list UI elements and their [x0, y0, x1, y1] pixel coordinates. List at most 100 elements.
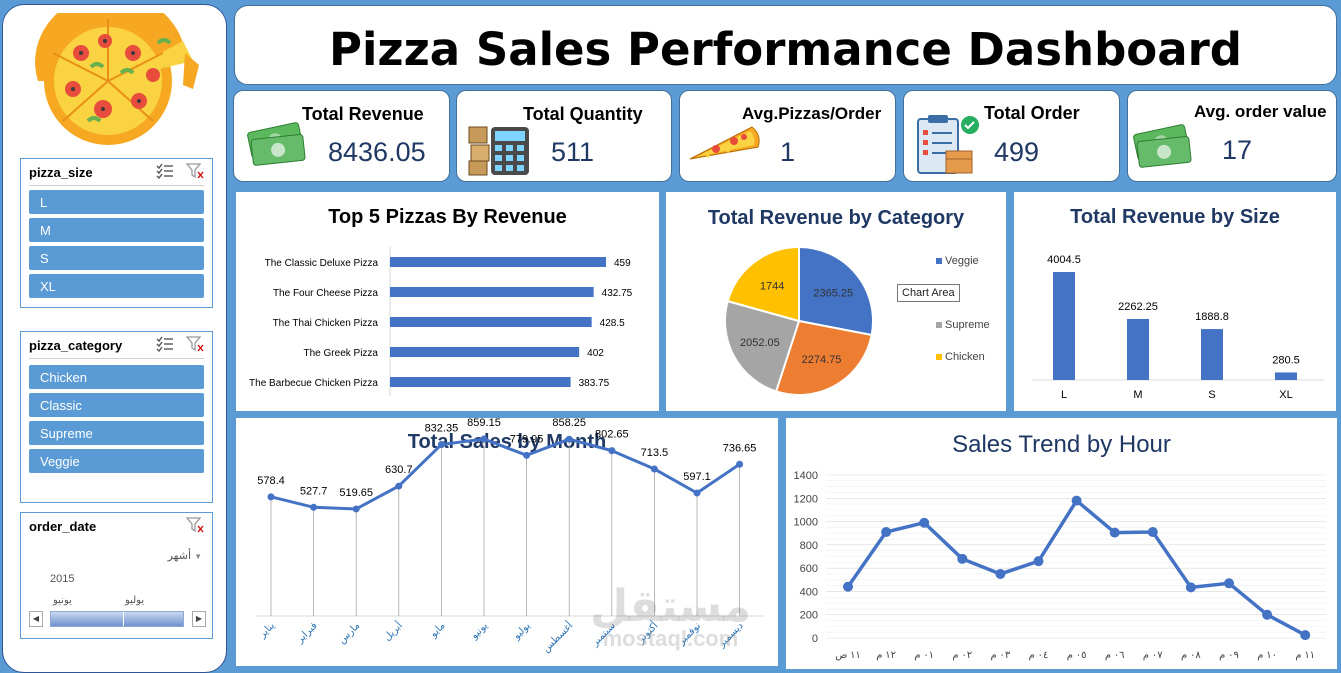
x-tick-label: ٠٥ م — [1067, 650, 1087, 661]
kpi-label: Total Quantity — [523, 104, 643, 124]
kpi-total-revenue: Total Revenue 8436.05 — [233, 90, 450, 182]
series-line — [270, 437, 741, 511]
category-label: The Classic Deluxe Pizza — [265, 258, 379, 269]
pizza-size-slicer: pizza_size L M S XL — [20, 158, 213, 308]
data-label: 4004.5 — [1047, 254, 1081, 266]
month-line-svg: 578.4 يناير 527.7 فبراير 519.65 مارس 630.7 أبري… — [256, 418, 764, 655]
y-tick-label: 1400 — [794, 470, 818, 482]
revenue-by-size-chart[interactable]: Total Revenue by Size 4004.5 L 2262.25 M 188… — [1014, 192, 1336, 411]
y-tick-label: 1000 — [794, 517, 818, 529]
bar — [1053, 272, 1075, 380]
slicer-title: pizza_size — [29, 165, 93, 180]
kpi-total-order: Total Order 499 — [903, 90, 1120, 182]
data-label: 2262.25 — [1118, 301, 1158, 313]
data-point — [995, 568, 1006, 579]
x-tick-label: ٠٢ م — [952, 650, 972, 661]
slicer-item-m[interactable]: M — [29, 218, 204, 242]
category-label: XL — [1279, 389, 1292, 401]
slicer-item-s[interactable]: S — [29, 246, 204, 270]
slicer-item-veggie[interactable]: Veggie — [29, 449, 204, 473]
data-label: 859.15 — [467, 418, 501, 429]
data-label: 578.4 — [257, 475, 285, 487]
category-label: مارس — [337, 620, 363, 646]
title-panel: Pizza Sales Performance Dashboard — [234, 5, 1337, 85]
data-label: 713.5 — [641, 447, 669, 459]
data-label: 736.65 — [723, 442, 757, 454]
data-point — [395, 482, 403, 490]
sales-trend-by-hour-chart[interactable]: Sales Trend by Hour 0 200 400 600 800 1000 120… — [786, 418, 1337, 669]
multi-select-icon[interactable] — [156, 163, 174, 179]
bar — [390, 347, 580, 357]
data-point — [267, 493, 275, 501]
category-label: أبريل — [381, 619, 406, 644]
category-label: The Thai Chicken Pizza — [273, 318, 379, 329]
category-label: S — [1208, 389, 1215, 401]
x-tick-label: ١٠ م — [1257, 650, 1277, 661]
slicer-item-supreme[interactable]: Supreme — [29, 421, 204, 445]
x-tick-label: ٠١ م — [914, 650, 934, 661]
top5-bar-svg: The Classic Deluxe Pizza 459 The Four Chee… — [249, 247, 633, 396]
bar — [390, 287, 594, 297]
sidebar: pizza_size L M S XL pizza_category Chick… — [2, 4, 227, 673]
clear-filter-icon[interactable] — [186, 163, 204, 179]
bar — [1127, 318, 1149, 380]
data-label: 428.5 — [600, 318, 625, 329]
data-label: 802.65 — [595, 429, 629, 441]
page-title: Pizza Sales Performance Dashboard — [329, 23, 1242, 76]
revenue-by-category-chart[interactable]: Total Revenue by Category 2365.25 2274.75… — [666, 192, 1006, 411]
data-point — [650, 465, 658, 473]
category-label: فبراير — [294, 620, 320, 646]
clear-filter-icon[interactable] — [186, 517, 204, 533]
pie-svg: 2365.252274.752052.051744VeggiesicSuprem… — [724, 245, 990, 396]
kpi-value: 499 — [994, 137, 1040, 167]
chart-title: Total Revenue by Category — [707, 207, 965, 229]
slicer-item-classic[interactable]: Classic — [29, 393, 204, 417]
slicer-item-chicken[interactable]: Chicken — [29, 365, 204, 389]
period-label: أشهر — [167, 550, 192, 562]
category-label: أغسطس — [539, 619, 575, 655]
pie-slice — [798, 245, 874, 337]
order-date-timeline: order_date أشهر ▼ 2015 يونيو يوليو ◀ ▶ — [20, 512, 213, 639]
clipboard-icon — [917, 115, 979, 174]
data-point — [1033, 556, 1044, 567]
kpi-label: Total Order — [984, 103, 1080, 123]
data-label: 1888.8 — [1195, 311, 1229, 323]
timeline-scroll-right[interactable]: ▶ — [192, 611, 206, 627]
bar — [390, 257, 606, 267]
slicer-title: order_date — [29, 519, 97, 534]
multi-select-icon[interactable] — [156, 336, 174, 352]
bar — [1201, 329, 1223, 380]
period-selector[interactable]: أشهر ▼ — [168, 549, 202, 562]
slicer-item-l[interactable]: L — [29, 190, 204, 214]
pie-slice — [774, 319, 873, 396]
x-tick-label: ٠٨ م — [1181, 650, 1201, 661]
pizza-logo-icon — [35, 13, 199, 145]
data-label: 2365.25 — [813, 288, 853, 300]
legend-label: Supreme — [945, 319, 990, 331]
data-label: 597.1 — [683, 471, 711, 483]
clear-filter-icon[interactable] — [186, 336, 204, 352]
slicer-header: pizza_category — [29, 332, 204, 359]
watermark-latin: mostaql.com — [602, 626, 739, 651]
kpi-label: Total Revenue — [302, 104, 424, 124]
data-point — [1185, 582, 1196, 593]
timeline-bar[interactable] — [50, 611, 184, 627]
data-point — [352, 505, 360, 513]
calculator-icon — [468, 126, 529, 176]
kpi-value: 8436.05 — [328, 137, 426, 167]
data-point — [736, 460, 744, 468]
category-label: The Greek Pizza — [304, 348, 379, 359]
sales-by-month-chart[interactable]: Total Sales by Month 578.4 يناير 527.7 فبرا… — [236, 418, 778, 666]
pizza-category-slicer: pizza_category Chicken Classic Supreme V… — [20, 331, 213, 503]
timeline-scroll-left[interactable]: ◀ — [29, 611, 43, 627]
data-point — [843, 581, 853, 592]
kpi-label: Avg.Pizzas/Order — [742, 104, 882, 123]
x-tick-label: ٠٧ م — [1143, 650, 1163, 661]
slicer-item-xl[interactable]: XL — [29, 274, 204, 298]
pizza-slice-icon — [689, 126, 760, 160]
kpi-value: 1 — [780, 137, 796, 167]
top5-pizzas-chart[interactable]: Top 5 Pizzas By Revenue The Classic Delu… — [236, 192, 659, 411]
category-label: M — [1133, 389, 1142, 401]
hour-line-svg: 0 200 400 600 800 1000 1200 1400 ١١ ص ١٢ م ٠١ م ٠٢ … — [794, 470, 1326, 661]
kpi-avg-pizzas-per-order: Avg.Pizzas/Order 1 — [679, 90, 896, 182]
